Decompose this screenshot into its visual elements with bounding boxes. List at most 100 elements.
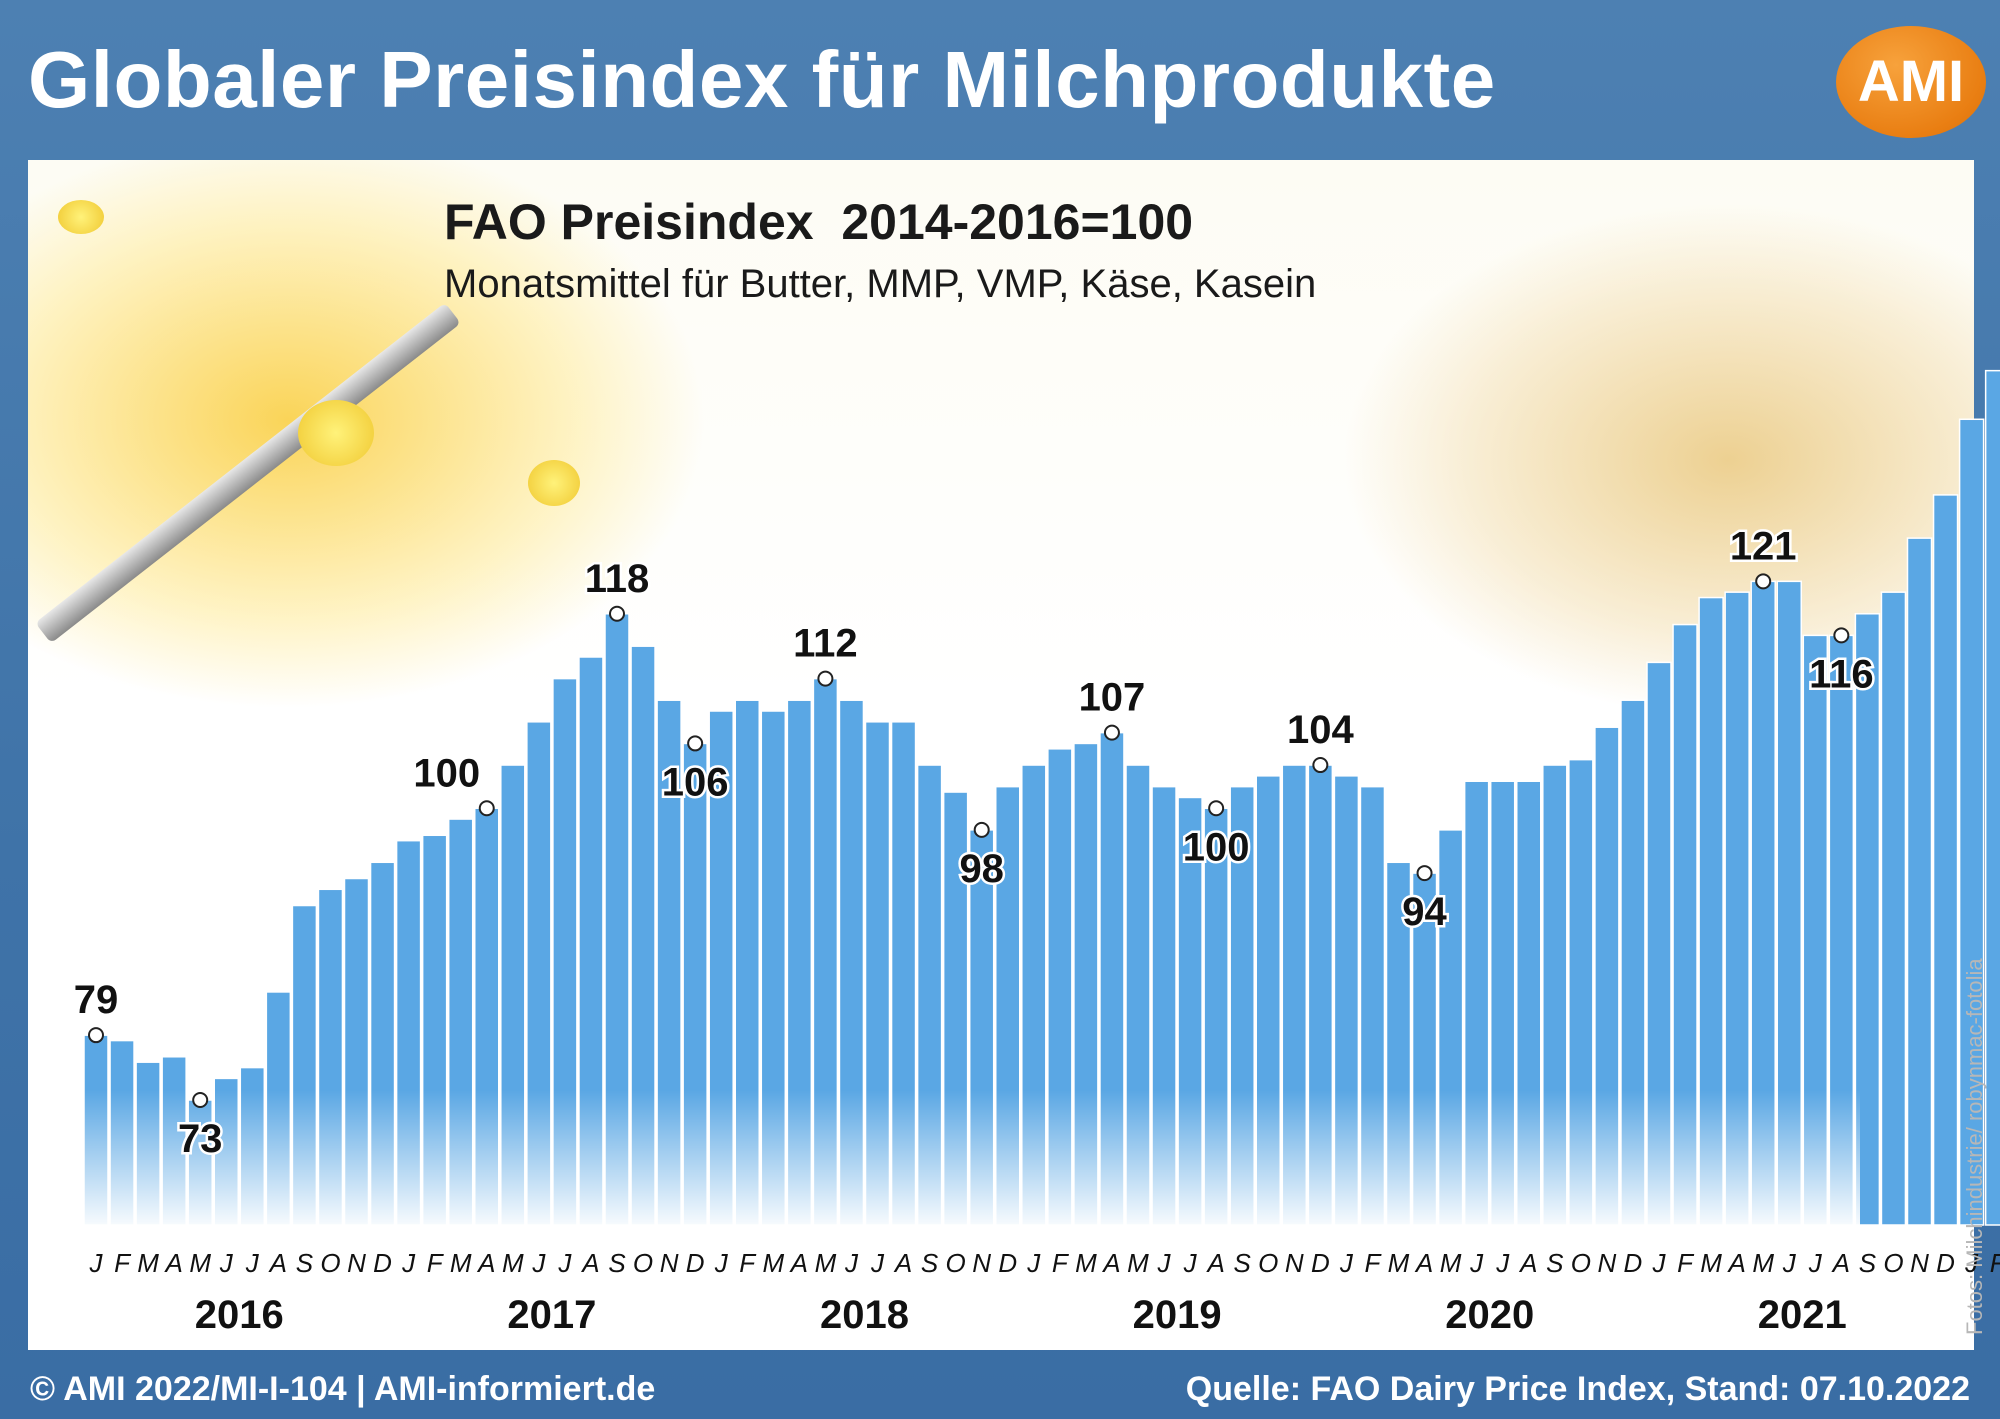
month-tick-label: J xyxy=(1495,1248,1510,1278)
month-tick-label: A xyxy=(268,1248,287,1278)
data-label: 106 xyxy=(662,760,729,804)
month-tick-label: J xyxy=(1469,1248,1484,1278)
month-tick-label: J xyxy=(1964,1248,1979,1278)
month-tick-label: N xyxy=(347,1248,366,1278)
bar xyxy=(1906,537,1933,1226)
bar xyxy=(1984,369,2000,1226)
month-tick-label: S xyxy=(921,1248,939,1278)
bar xyxy=(1958,418,1985,1226)
month-tick-label: D xyxy=(1624,1248,1643,1278)
month-tick-label: N xyxy=(1910,1248,1929,1278)
month-tick-label: N xyxy=(1285,1248,1304,1278)
month-tick-label: S xyxy=(296,1248,314,1278)
month-tick-label: M xyxy=(762,1248,784,1278)
month-tick-label: J xyxy=(1183,1248,1198,1278)
month-tick-label: J xyxy=(219,1248,234,1278)
month-tick-label: S xyxy=(1546,1248,1564,1278)
month-tick-label: J xyxy=(1339,1248,1354,1278)
month-tick-label: M xyxy=(1075,1248,1097,1278)
data-label: 100 xyxy=(1183,825,1250,869)
month-tick-label: J xyxy=(1652,1248,1667,1278)
data-label: 98 xyxy=(959,847,1004,891)
data-point-marker xyxy=(1208,800,1225,817)
month-tick-label: F xyxy=(427,1248,445,1278)
month-tick-label: N xyxy=(1598,1248,1617,1278)
month-tick-label: D xyxy=(1311,1248,1330,1278)
cheese-hole xyxy=(58,200,104,234)
month-tick-label: D xyxy=(998,1248,1017,1278)
month-tick-label: F xyxy=(739,1248,757,1278)
data-point-marker xyxy=(1755,573,1772,590)
data-point-marker xyxy=(609,605,625,622)
month-tick-label: J xyxy=(714,1248,729,1278)
month-tick-label: F xyxy=(114,1248,132,1278)
month-tick-label: O xyxy=(1571,1248,1591,1278)
data-point-marker xyxy=(192,1092,209,1108)
year-label: 2017 xyxy=(507,1293,596,1337)
data-point-marker xyxy=(478,800,495,817)
month-tick-label: J xyxy=(1782,1248,1797,1278)
month-tick-label: J xyxy=(89,1248,104,1278)
data-label: 100 xyxy=(413,751,480,795)
month-tick-label: A xyxy=(893,1248,912,1278)
bar xyxy=(1880,591,1907,1226)
month-tick-label: M xyxy=(1127,1248,1149,1278)
year-label: 2021 xyxy=(1758,1293,1847,1337)
month-tick-label: J xyxy=(557,1248,572,1278)
month-tick-label: N xyxy=(660,1248,679,1278)
year-label: 2016 xyxy=(195,1293,284,1337)
month-tick-label: A xyxy=(1101,1248,1120,1278)
month-tick-label: J xyxy=(1026,1248,1041,1278)
data-label: 94 xyxy=(1402,890,1447,934)
month-tick-label: A xyxy=(163,1248,182,1278)
month-tick-label: J xyxy=(401,1248,416,1278)
month-tick-label: F xyxy=(1990,1248,2000,1278)
data-point-marker xyxy=(1416,865,1433,882)
month-tick-label: A xyxy=(789,1248,808,1278)
month-tick-label: J xyxy=(1808,1248,1823,1278)
footer-copyright: © AMI 2022/MI-I-104 | AMI-informiert.de xyxy=(30,1370,656,1408)
month-tick-label: M xyxy=(1752,1248,1774,1278)
cheese-hole xyxy=(528,460,580,506)
page-title: Globaler Preisindex für Milchprodukte xyxy=(28,35,1496,124)
month-tick-label: D xyxy=(686,1248,705,1278)
month-tick-label: F xyxy=(1365,1248,1383,1278)
month-tick-label: M xyxy=(189,1248,211,1278)
month-tick-label: M xyxy=(502,1248,524,1278)
month-tick-label: S xyxy=(608,1248,626,1278)
footer-source: Quelle: FAO Dairy Price Index, Stand: 07… xyxy=(1185,1370,1970,1408)
month-tick-label: A xyxy=(580,1248,599,1278)
month-tick-label: O xyxy=(633,1248,653,1278)
month-tick-label: M xyxy=(1388,1248,1410,1278)
data-label: 118 xyxy=(585,557,650,601)
month-tick-label: J xyxy=(531,1248,546,1278)
photo-credit: Fotos: Milchindustrie/ robynmac-fotolia xyxy=(1962,958,1987,1335)
month-tick-label: M xyxy=(1700,1248,1722,1278)
data-point-marker xyxy=(1312,757,1329,774)
data-point-marker xyxy=(817,670,834,687)
data-label: 121 xyxy=(1730,524,1797,568)
month-tick-label: J xyxy=(870,1248,885,1278)
month-tick-label: O xyxy=(946,1248,966,1278)
data-point-marker xyxy=(1103,724,1120,741)
month-tick-label: O xyxy=(1258,1248,1278,1278)
month-tick-label: F xyxy=(1677,1248,1695,1278)
month-tick-label: A xyxy=(1831,1248,1850,1278)
month-tick-label: F xyxy=(1052,1248,1070,1278)
month-tick-label: J xyxy=(245,1248,260,1278)
data-point-marker xyxy=(1833,627,1850,644)
data-label: 79 xyxy=(74,978,119,1022)
month-tick-label: A xyxy=(476,1248,495,1278)
year-label: 2018 xyxy=(820,1293,909,1337)
month-tick-label: O xyxy=(1883,1248,1903,1278)
year-label: 2019 xyxy=(1133,1293,1222,1337)
month-tick-label: S xyxy=(1859,1248,1877,1278)
month-tick-label: J xyxy=(844,1248,859,1278)
month-tick-label: J xyxy=(1157,1248,1172,1278)
cheese-hole xyxy=(298,400,374,466)
ami-logo: AMI xyxy=(1836,26,1986,138)
data-label: 73 xyxy=(178,1117,223,1161)
data-label: 107 xyxy=(1079,676,1146,720)
month-tick-label: M xyxy=(815,1248,837,1278)
month-tick-label: D xyxy=(1936,1248,1955,1278)
